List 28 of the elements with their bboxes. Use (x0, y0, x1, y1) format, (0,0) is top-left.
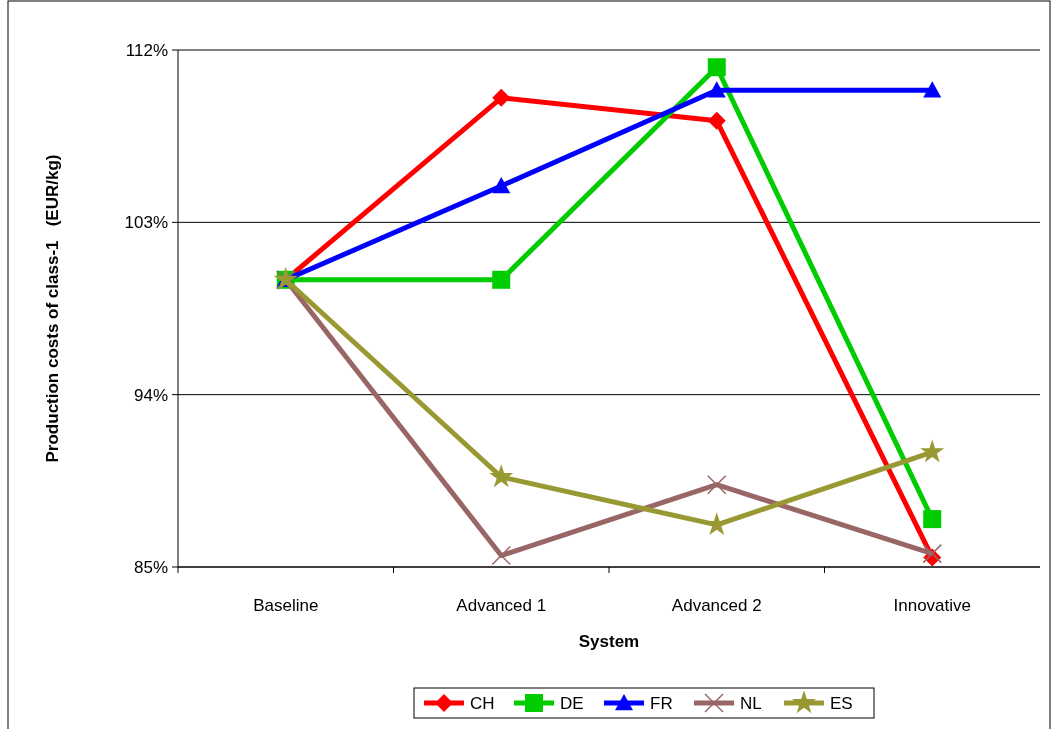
point (923, 510, 942, 529)
point (920, 439, 945, 463)
legend-label: CH (470, 693, 495, 713)
legend-label: ES (830, 693, 853, 713)
point (492, 270, 511, 289)
point (492, 88, 511, 107)
point (491, 545, 511, 566)
point (492, 176, 511, 194)
point (707, 111, 726, 130)
y-tick-label: 112% (125, 40, 168, 60)
point (489, 464, 514, 488)
point (922, 543, 942, 564)
x-axis-title: System (578, 632, 640, 651)
point (707, 58, 726, 77)
y-tick-label: 85% (133, 557, 168, 577)
point (707, 81, 726, 98)
point (707, 474, 727, 495)
point (923, 81, 942, 98)
x-tick-label: Advanced 1 (456, 596, 547, 615)
y-tick-label: 103% (124, 213, 168, 233)
x-tick-label: Advanced 2 (671, 596, 762, 615)
legend-label: DE (560, 693, 584, 713)
legend-label: NL (740, 693, 762, 713)
y-tick-label: 94% (133, 385, 168, 405)
y-axis-title: Production costs of class-1 (EUR/kg) (43, 154, 62, 463)
legend-label: FR (650, 693, 673, 713)
x-tick-label: Baseline (253, 596, 319, 615)
x-tick-label: Innovative (893, 596, 971, 615)
